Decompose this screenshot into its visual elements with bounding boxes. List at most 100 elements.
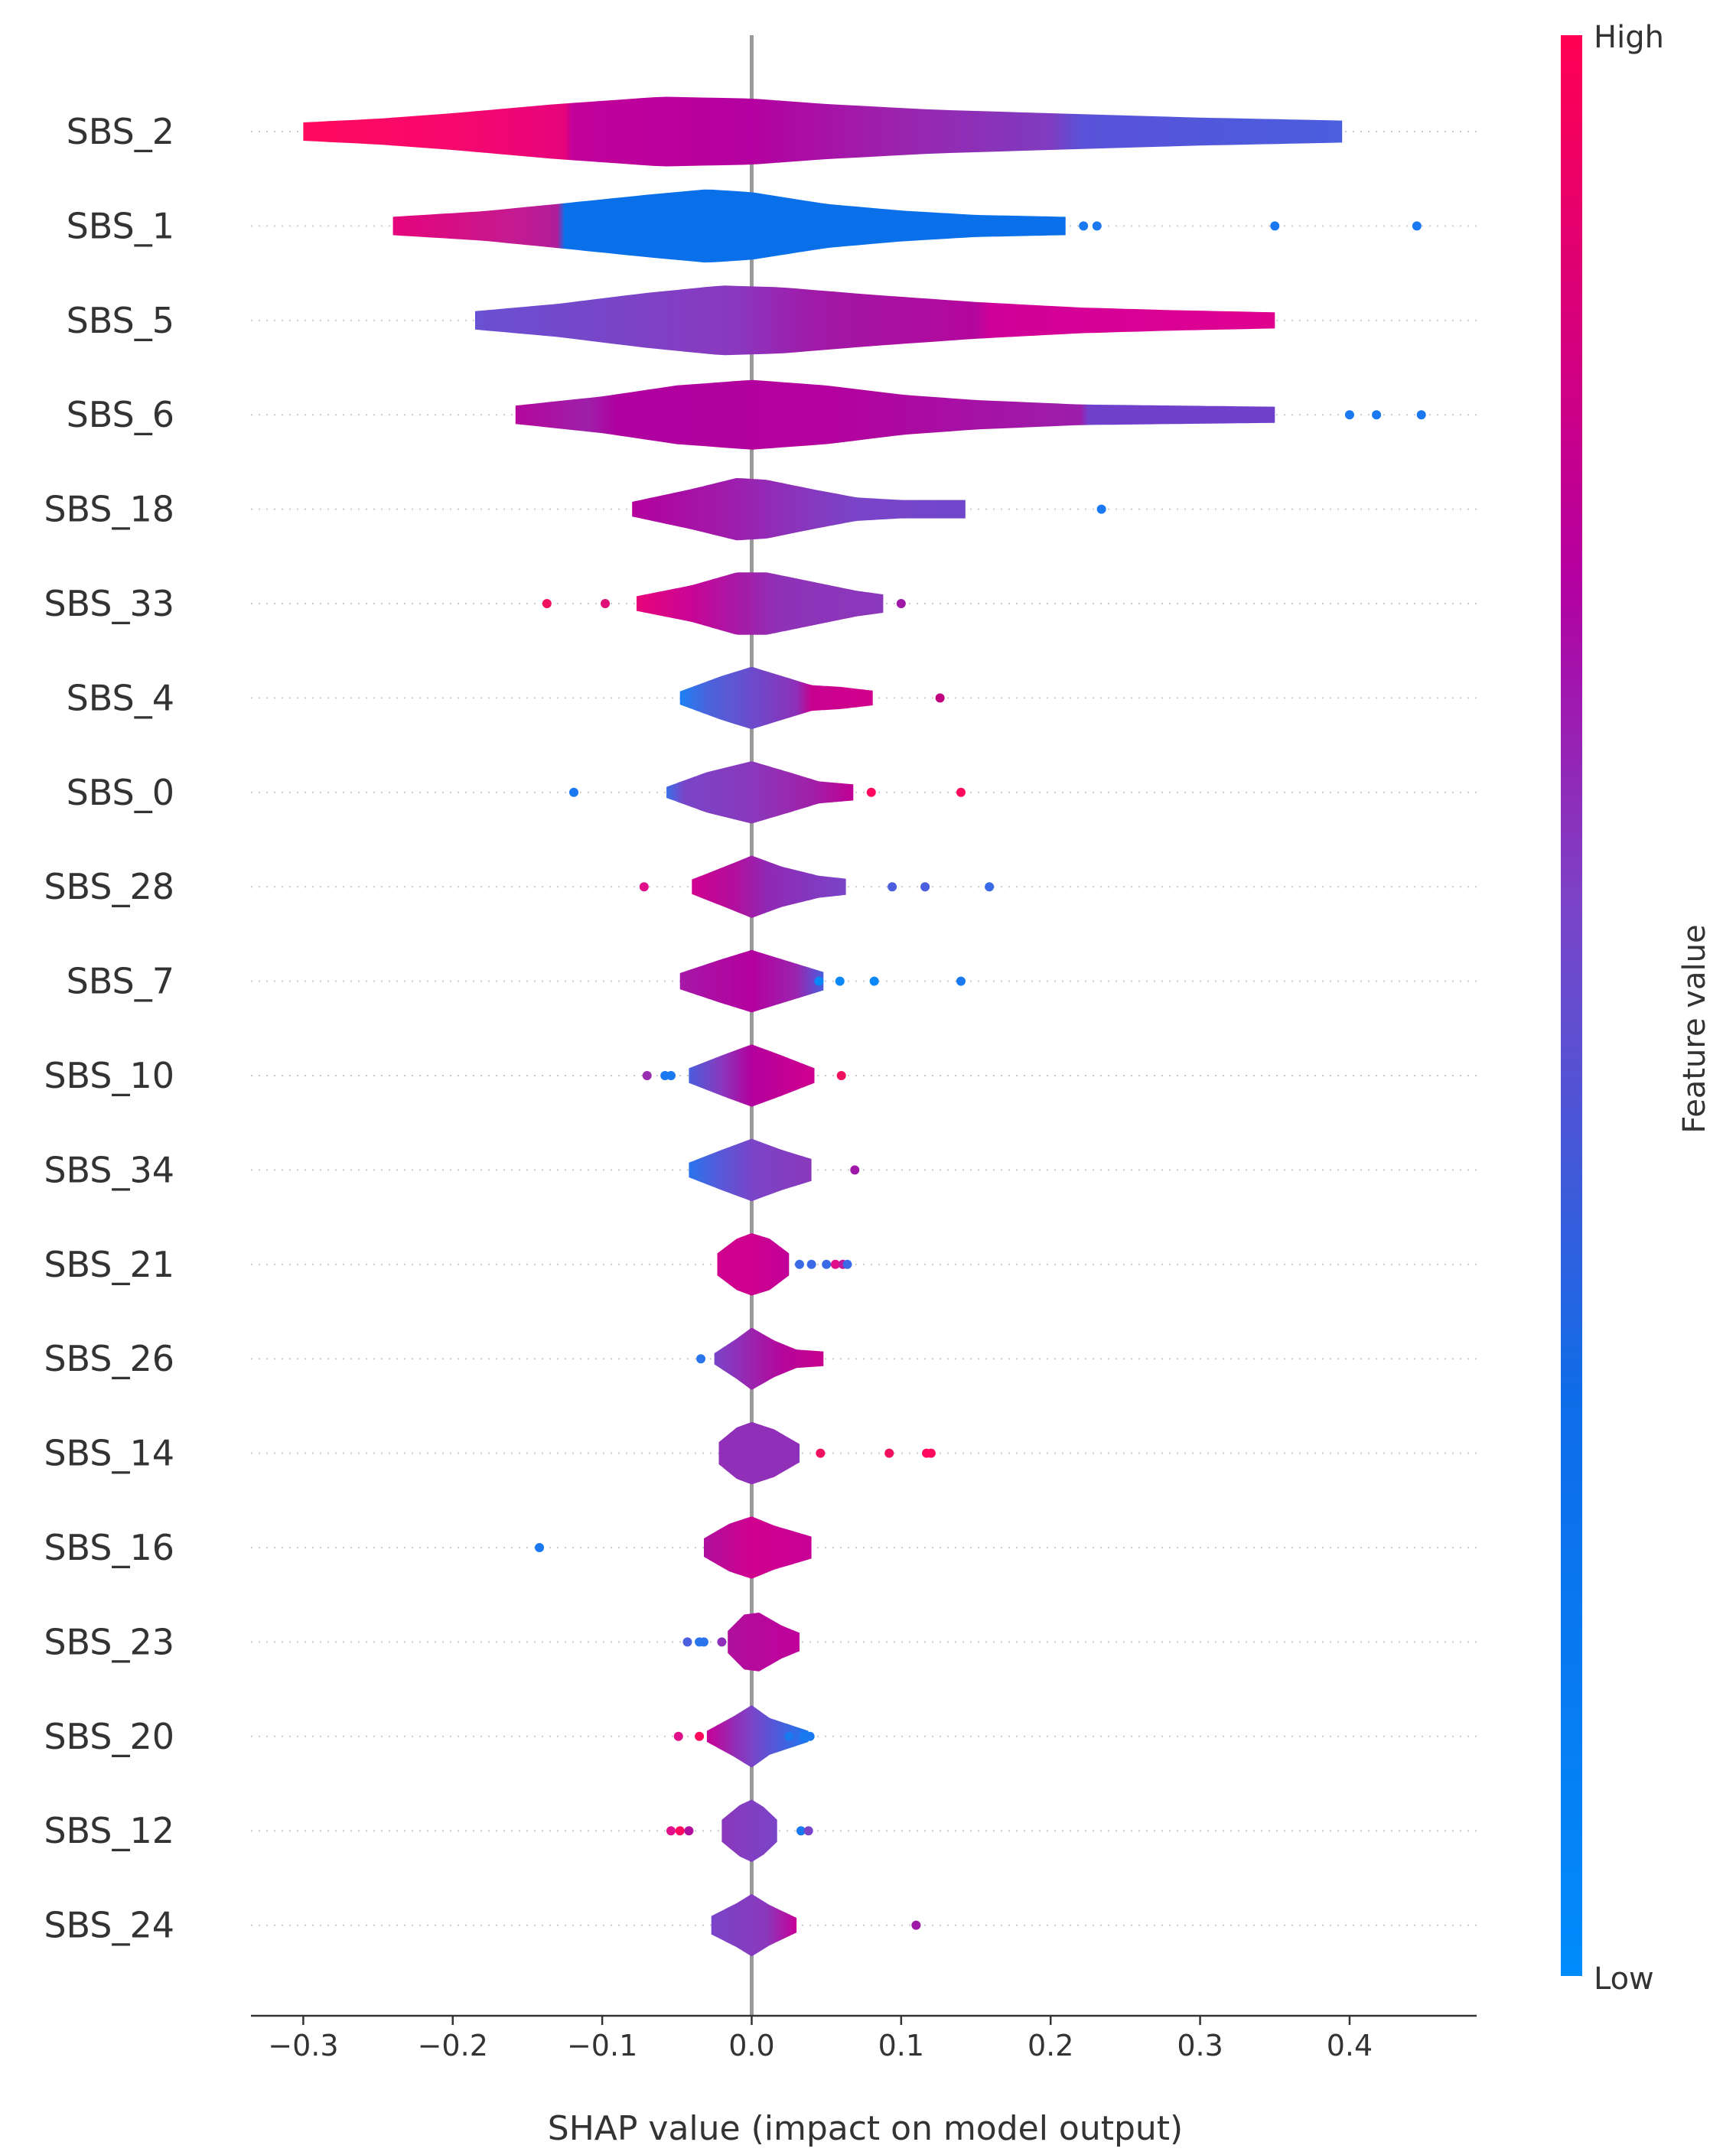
x-axis-label: SHAP value (impact on model output) xyxy=(548,2109,1183,2148)
colorbar-title: Feature value xyxy=(1677,924,1712,1133)
outlier-point xyxy=(666,1071,676,1080)
outlier-point xyxy=(805,1731,815,1741)
outlier-point xyxy=(830,1259,840,1269)
outlier-point xyxy=(911,1920,921,1930)
outlier-point xyxy=(985,882,995,892)
violin-sbs-23 xyxy=(728,1613,800,1672)
outlier-point xyxy=(1096,504,1106,514)
violin-sbs-10 xyxy=(689,1044,815,1107)
feature-label: SBS_14 xyxy=(44,1433,174,1474)
outlier-point xyxy=(814,976,824,986)
outlier-point xyxy=(1372,410,1382,420)
outlier-point xyxy=(835,976,845,986)
colorbar: High Low Feature value xyxy=(1561,20,1712,1997)
outlier-point xyxy=(1092,221,1102,231)
feature-label: SBS_33 xyxy=(44,583,174,624)
violin-sbs-26 xyxy=(714,1327,824,1390)
feature-label: SBS_6 xyxy=(67,394,174,435)
violin-sbs-1 xyxy=(392,189,1066,263)
feature-label: SBS_28 xyxy=(44,866,174,907)
feature-labels: SBS_2 SBS_1 SBS_5 SBS_6 SBS_18 SBS_33 SBS_4 SBS… xyxy=(44,111,174,1946)
violin-sbs-34 xyxy=(689,1138,812,1202)
x-tick-label: 0.2 xyxy=(1028,2029,1073,2062)
feature-label: SBS_10 xyxy=(44,1055,174,1096)
x-tick-label: −0.2 xyxy=(418,2029,488,2062)
feature-label: SBS_7 xyxy=(67,961,174,1002)
feature-label: SBS_0 xyxy=(67,772,174,813)
feature-label: SBS_24 xyxy=(44,1905,174,1946)
violin-sbs-28 xyxy=(692,855,846,918)
outlier-point xyxy=(784,1731,794,1741)
outlier-point xyxy=(601,599,611,608)
outlier-point xyxy=(568,787,578,797)
outlier-point xyxy=(956,976,966,986)
feature-label: SBS_16 xyxy=(44,1527,174,1568)
outlier-point xyxy=(926,1448,936,1458)
violin-sbs-20 xyxy=(706,1705,809,1768)
violin-sbs-5 xyxy=(475,285,1275,356)
outlier-point xyxy=(675,1826,685,1836)
outlier-point xyxy=(850,1165,860,1175)
outlier-point xyxy=(920,882,930,892)
outlier-point xyxy=(866,787,876,797)
feature-label: SBS_4 xyxy=(67,677,174,718)
feature-label: SBS_2 xyxy=(67,111,174,152)
x-axis: −0.3 −0.2 −0.1 0.0 0.1 0.2 0.3 0.4 xyxy=(251,2014,1477,2062)
outlier-point xyxy=(699,1637,708,1647)
outlier-point xyxy=(816,1448,826,1458)
violin-sbs-0 xyxy=(666,761,854,824)
colorbar-gradient xyxy=(1561,35,1582,1976)
x-tick-label: 0.3 xyxy=(1177,2029,1223,2062)
feature-label: SBS_20 xyxy=(44,1716,174,1757)
feature-label: SBS_18 xyxy=(44,489,174,530)
violin-sbs-14 xyxy=(718,1422,800,1485)
outlier-point xyxy=(639,882,649,892)
outlier-point xyxy=(535,1543,545,1552)
outlier-points xyxy=(535,221,1426,1930)
outlier-point xyxy=(684,1826,694,1836)
outlier-point xyxy=(806,1259,816,1269)
outlier-point xyxy=(717,1637,727,1647)
outlier-point xyxy=(1079,221,1089,231)
outlier-point xyxy=(842,1259,852,1269)
x-tick-label: 0.0 xyxy=(728,2029,774,2062)
x-tick-label: 0.4 xyxy=(1327,2029,1373,2062)
violin-sbs-2 xyxy=(303,96,1343,167)
violin-sbs-6 xyxy=(515,379,1275,450)
outlier-point xyxy=(822,1259,832,1269)
x-tick-label: −0.1 xyxy=(567,2029,637,2062)
colorbar-high-label: High xyxy=(1594,20,1664,55)
outlier-point xyxy=(836,1071,846,1080)
violin-sbs-4 xyxy=(679,666,873,729)
violin-sbs-33 xyxy=(637,572,884,635)
violin-sbs-24 xyxy=(711,1893,797,1957)
feature-label: SBS_26 xyxy=(44,1338,174,1379)
outlier-point xyxy=(1344,410,1354,420)
outlier-point xyxy=(888,882,897,892)
feature-label: SBS_23 xyxy=(44,1621,174,1662)
violin-sbs-21 xyxy=(717,1233,790,1296)
outlier-point xyxy=(935,693,945,703)
outlier-point xyxy=(796,1826,806,1836)
outlier-point xyxy=(666,1826,676,1836)
outlier-point xyxy=(869,976,879,986)
outlier-point xyxy=(956,787,966,797)
outlier-point xyxy=(803,1826,813,1836)
outlier-point xyxy=(1412,221,1422,231)
violin-sbs-16 xyxy=(704,1516,812,1579)
outlier-point xyxy=(696,1354,706,1364)
feature-label: SBS_5 xyxy=(67,300,174,341)
outlier-point xyxy=(896,599,906,608)
outlier-point xyxy=(673,1731,683,1741)
outlier-point xyxy=(695,1731,705,1741)
violin-sbs-18 xyxy=(632,478,966,541)
outlier-point xyxy=(884,1448,894,1458)
outlier-point xyxy=(542,599,552,608)
colorbar-low-label: Low xyxy=(1594,1961,1654,1997)
x-tick-label: 0.1 xyxy=(878,2029,924,2062)
outlier-point xyxy=(1270,221,1280,231)
outlier-point xyxy=(1416,410,1426,420)
outlier-point xyxy=(642,1071,652,1080)
feature-label: SBS_12 xyxy=(44,1810,174,1851)
